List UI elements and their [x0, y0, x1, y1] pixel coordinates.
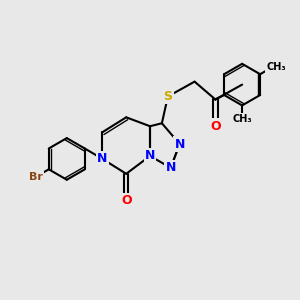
Text: O: O — [121, 194, 131, 207]
Text: N: N — [166, 161, 176, 174]
Text: CH₃: CH₃ — [232, 114, 252, 124]
Text: Br: Br — [29, 172, 43, 182]
Text: N: N — [145, 149, 155, 162]
Text: O: O — [210, 120, 221, 133]
Text: CH₃: CH₃ — [266, 62, 286, 72]
Text: N: N — [175, 138, 185, 151]
Text: S: S — [163, 90, 172, 103]
Text: N: N — [97, 152, 108, 165]
